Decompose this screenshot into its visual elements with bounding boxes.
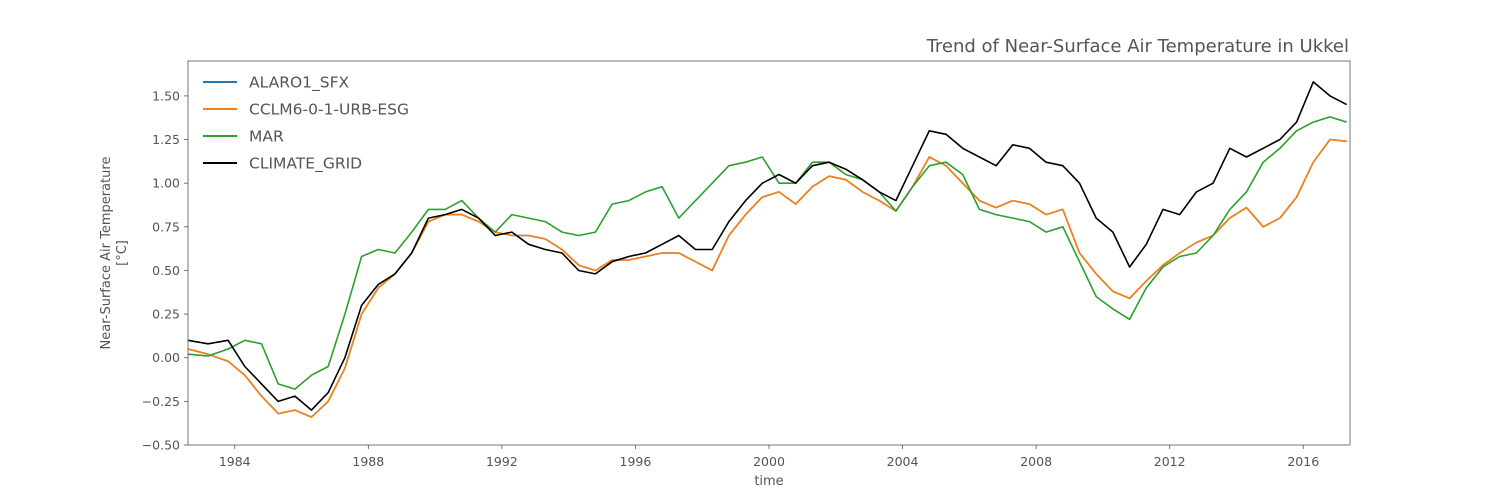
legend-label: ALARO1_SFX — [249, 74, 350, 93]
series-line-climate-grid — [187, 81, 1348, 411]
x-axis: 1984 1988 1992 1996 2000 2004 2008 2012 2016 — [219, 445, 1319, 469]
x-tick-label: 2008 — [1020, 454, 1052, 469]
y-tick-label: −0.25 — [142, 394, 180, 409]
x-tick-label: 1984 — [219, 454, 251, 469]
chart-title: Trend of Near-Surface Air Temperature in… — [926, 36, 1349, 57]
x-tick-label: 1988 — [352, 454, 384, 469]
series-line-cclm6-0-1-urb-esg — [187, 138, 1347, 418]
y-axis-title: Near-Surface Air Temperature — [99, 157, 114, 350]
y-axis: −0.50 −0.25 0.00 0.25 0.50 0.75 1.00 1.25 1.50 — [142, 88, 188, 453]
y-tick-label: 1.25 — [152, 132, 180, 147]
y-tick-label: 0.25 — [152, 307, 180, 322]
x-tick-label: 1996 — [620, 454, 652, 469]
legend-label: MAR — [249, 128, 284, 146]
x-tick-label: 1992 — [486, 454, 518, 469]
x-tick-label: 2016 — [1287, 454, 1319, 469]
y-tick-label: −0.50 — [142, 438, 180, 453]
x-tick-label: 2012 — [1154, 454, 1186, 469]
y-tick-label: 1.50 — [152, 88, 180, 103]
x-tick-label: 2000 — [753, 454, 785, 469]
plot-frame — [187, 60, 1351, 446]
y-axis-unit: [°C] — [115, 240, 130, 266]
y-tick-label: 0.50 — [152, 263, 180, 278]
y-tick-label: 0.00 — [152, 350, 180, 365]
x-tick-label: 2004 — [887, 454, 919, 469]
legend: ALARO1_SFX CCLM6-0-1-URB-ESG MAR CLIMATE_GR… — [203, 74, 409, 174]
series-layer — [187, 81, 1348, 418]
x-axis-title: time — [754, 474, 783, 489]
legend-label: CCLM6-0-1-URB-ESG — [249, 101, 409, 119]
series-line-mar — [187, 116, 1347, 390]
y-tick-label: 1.00 — [152, 176, 180, 191]
legend-label: CLIMATE_GRID — [249, 155, 362, 174]
y-tick-label: 0.75 — [152, 219, 180, 234]
